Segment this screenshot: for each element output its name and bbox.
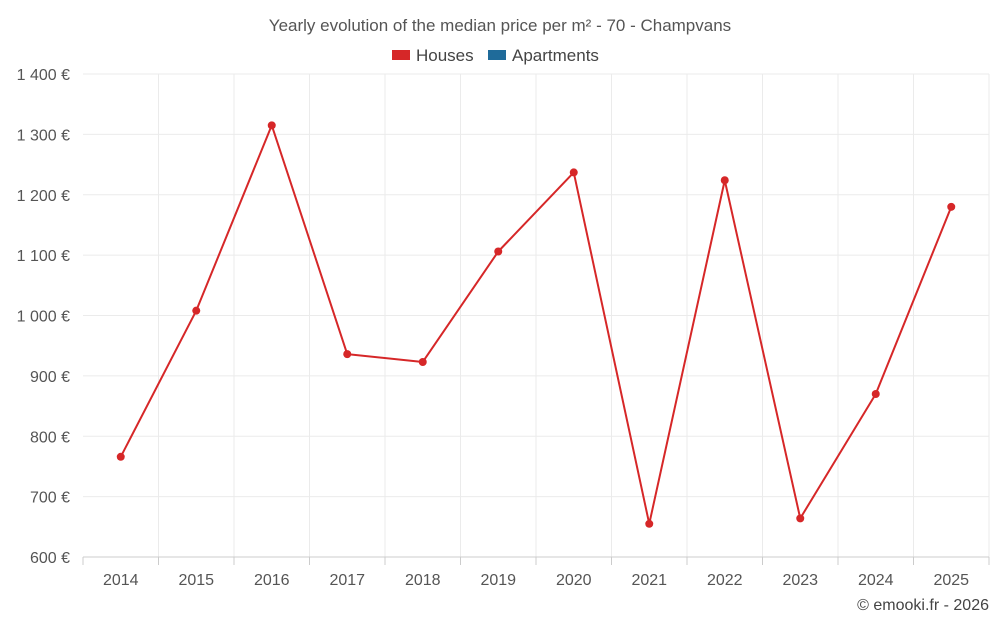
data-point-houses-2014[interactable] — [116, 452, 125, 461]
x-tick-label: 2021 — [631, 572, 667, 589]
x-axis: 2014 2015 2016 2017 2018 2019 2020 2021 2022 2023… — [82, 556, 990, 589]
y-axis: 600 € 700 € 800 € 900 € 1 000 € 1 100 € 1 200 … — [17, 67, 70, 567]
legend-label-houses: Houses — [416, 46, 474, 65]
legend-label-apartments: Apartments — [512, 46, 599, 65]
data-point-houses-2016[interactable] — [267, 121, 276, 130]
legend-item-apartments[interactable]: Apartments — [488, 46, 599, 65]
data-point-houses-2020[interactable] — [569, 168, 578, 177]
data-point-houses-2022[interactable] — [720, 176, 729, 185]
x-tick-label: 2018 — [405, 572, 441, 589]
x-tick-label: 2024 — [858, 572, 894, 589]
y-tick-label: 1 000 € — [17, 309, 70, 326]
x-tick-label: 2014 — [103, 572, 139, 589]
series-line-houses — [119, 124, 953, 525]
gridlines — [83, 73, 990, 557]
data-point-houses-2021[interactable] — [645, 519, 654, 528]
series-houses — [116, 121, 956, 528]
data-point-houses-2023[interactable] — [796, 514, 805, 523]
data-point-houses-2024[interactable] — [871, 389, 880, 398]
credit-text: © emooki.fr - 2026 — [857, 597, 989, 614]
y-tick-label: 700 € — [30, 490, 70, 507]
data-point-houses-2018[interactable] — [418, 357, 427, 366]
x-tick-label: 2016 — [254, 572, 290, 589]
legend-swatch-houses — [392, 50, 410, 60]
x-tick-label: 2017 — [329, 572, 365, 589]
x-tick-label: 2025 — [933, 572, 969, 589]
legend-swatch-apartments — [488, 50, 506, 60]
data-point-houses-2017[interactable] — [343, 350, 352, 359]
legend: Houses Apartments — [392, 46, 599, 65]
x-tick-label: 2019 — [480, 572, 516, 589]
y-tick-label: 900 € — [30, 369, 70, 386]
y-tick-label: 1 100 € — [17, 248, 70, 265]
data-point-houses-2015[interactable] — [192, 306, 201, 315]
y-tick-label: 600 € — [30, 550, 70, 567]
y-tick-label: 1 200 € — [17, 188, 70, 205]
data-point-houses-2019[interactable] — [494, 247, 503, 256]
data-point-houses-2025[interactable] — [947, 202, 956, 211]
x-tick-label: 2015 — [178, 572, 214, 589]
legend-item-houses[interactable]: Houses — [392, 46, 474, 65]
x-tick-label: 2023 — [782, 572, 818, 589]
x-tick-label: 2022 — [707, 572, 743, 589]
y-tick-label: 800 € — [30, 429, 70, 446]
x-tick-label: 2020 — [556, 572, 592, 589]
y-tick-label: 1 400 € — [17, 67, 70, 84]
chart-title: Yearly evolution of the median price per… — [269, 16, 731, 35]
y-tick-label: 1 300 € — [17, 127, 70, 144]
